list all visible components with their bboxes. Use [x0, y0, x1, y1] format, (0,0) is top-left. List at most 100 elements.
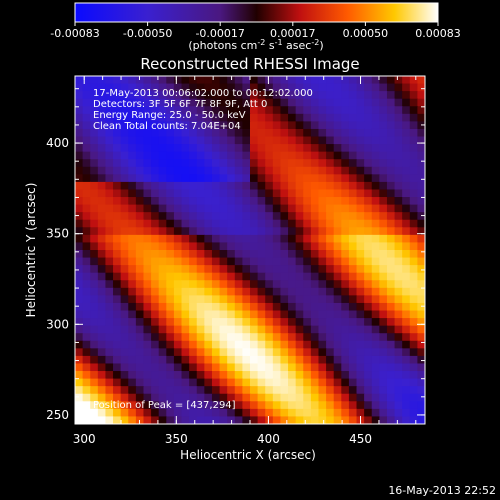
heatmap-cell — [333, 91, 342, 100]
heatmap-cell — [280, 113, 289, 122]
heatmap-cell — [265, 295, 274, 304]
heatmap-cell — [113, 265, 122, 274]
heatmap-cell — [151, 318, 160, 327]
heatmap-cell — [105, 227, 114, 236]
heatmap-cell — [356, 310, 365, 319]
heatmap-cell — [97, 212, 107, 221]
heatmap-cell — [409, 197, 418, 206]
heatmap-cell — [219, 113, 228, 122]
heatmap-cell — [105, 83, 114, 92]
heatmap-cell — [364, 318, 373, 327]
heatmap-cell — [211, 113, 221, 122]
heatmap-cell — [234, 106, 243, 115]
heatmap-cell — [417, 98, 425, 107]
heatmap-cell — [280, 348, 289, 357]
heatmap-cell — [158, 302, 167, 312]
heatmap-cell — [120, 242, 129, 251]
heatmap-cell — [105, 242, 114, 251]
heatmap-cell — [204, 91, 213, 100]
heatmap-cell — [105, 295, 114, 304]
heatmap-cell — [394, 121, 403, 130]
heatmap-cell — [318, 348, 327, 357]
heatmap-cell — [295, 242, 304, 251]
heatmap-cell — [196, 83, 205, 92]
heatmap-cell — [97, 272, 107, 281]
colorbar-tick-label: 0.00017 — [270, 27, 316, 40]
heatmap-cell — [364, 325, 373, 334]
heatmap-cell — [151, 83, 160, 92]
heatmap-cell — [348, 333, 358, 342]
heatmap-cell — [173, 128, 183, 138]
heatmap-cell — [158, 204, 167, 213]
heatmap-cell — [173, 212, 183, 221]
heatmap-cell — [234, 189, 243, 198]
heatmap-cell — [356, 257, 365, 266]
heatmap-cell — [386, 98, 396, 107]
heatmap-cell — [295, 144, 304, 153]
heatmap-cell — [143, 234, 152, 244]
heatmap-cell — [242, 189, 251, 198]
heatmap-cell — [219, 401, 228, 410]
heatmap-cell — [90, 302, 99, 312]
heatmap-cell — [402, 106, 411, 115]
heatmap-cell — [417, 106, 425, 115]
heatmap-cell — [105, 363, 114, 372]
heatmap-cell — [272, 151, 282, 160]
heatmap-cell — [75, 355, 84, 365]
heatmap-cell — [196, 378, 205, 387]
heatmap-cell — [82, 348, 91, 357]
heatmap-cell — [333, 166, 342, 175]
heatmap-cell — [310, 159, 320, 168]
heatmap-cell — [250, 136, 259, 145]
heatmap-cell — [310, 333, 320, 342]
heatmap-cell — [97, 197, 107, 206]
heatmap-cell — [90, 340, 99, 349]
heatmap-cell — [364, 272, 373, 281]
heatmap-cell — [341, 144, 350, 153]
heatmap-cell — [120, 113, 129, 122]
heatmap-cell — [234, 219, 243, 228]
heatmap-cell — [257, 189, 266, 198]
heatmap-cell — [318, 371, 327, 380]
heatmap-cell — [303, 295, 312, 304]
heatmap-cell — [196, 181, 205, 191]
heatmap-cell — [189, 212, 198, 221]
heatmap-cell — [211, 348, 221, 357]
heatmap-cell — [280, 272, 289, 281]
heatmap-cell — [295, 219, 304, 228]
heatmap-cell — [272, 166, 282, 175]
heatmap-cell — [394, 136, 403, 145]
heatmap-cell — [181, 106, 190, 115]
heatmap-cell — [333, 325, 342, 334]
heatmap-cell — [417, 310, 425, 319]
heatmap-cell — [234, 113, 243, 122]
heatmap-cell — [288, 136, 297, 145]
heatmap-cell — [151, 363, 160, 372]
heatmap-cell — [151, 401, 160, 410]
heatmap-cell — [151, 227, 160, 236]
heatmap-cell — [242, 401, 251, 410]
heatmap-cell — [97, 287, 107, 296]
heatmap-cell — [250, 166, 259, 175]
heatmap-cell — [364, 287, 373, 296]
colorbar-tick-label: -0.00017 — [195, 27, 244, 40]
heatmap-cell — [348, 159, 358, 168]
heatmap-cell — [75, 280, 84, 289]
heatmap-cell — [409, 144, 418, 153]
heatmap-cell — [166, 121, 175, 130]
heatmap-cell — [402, 416, 411, 424]
heatmap-cell — [204, 287, 213, 296]
heatmap-cell — [356, 378, 365, 387]
heatmap-cell — [379, 121, 388, 130]
heatmap-cell — [265, 76, 274, 85]
heatmap-cell — [257, 310, 266, 319]
heatmap-cell — [386, 76, 396, 85]
heatmap-cell — [318, 174, 327, 183]
heatmap-cell — [394, 242, 403, 251]
heatmap-cell — [234, 310, 243, 319]
heatmap-cell — [356, 265, 365, 274]
heatmap-cell — [409, 83, 418, 92]
heatmap-cell — [151, 197, 160, 206]
heatmap-cell — [371, 166, 380, 175]
